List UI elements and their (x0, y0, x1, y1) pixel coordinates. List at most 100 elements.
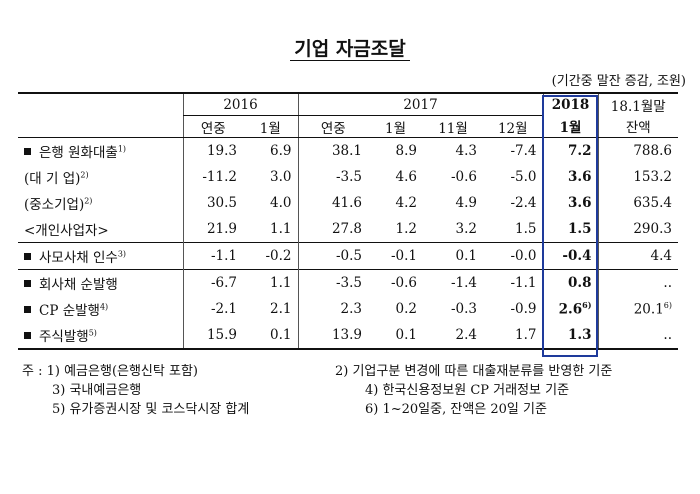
cell: -0.6 (450, 169, 477, 185)
column-header: 잔액 (597, 115, 678, 138)
bullet (24, 148, 31, 155)
cell: 4.4 (597, 242, 678, 270)
footnote-mark: 1) (117, 144, 127, 154)
row-label-text: 은행 원화대출 (39, 145, 118, 161)
column-header: 11월 (423, 115, 483, 138)
cell: 20.16) (597, 296, 678, 322)
cell-value: 20.1 (633, 301, 664, 318)
highlight-box (542, 95, 598, 357)
row-label-text: 사모사채 인수 (39, 250, 118, 266)
notes: 주 : 1) 예금은행(은행신탁 포함) 2) 기업구분 변경에 따른 대출재분류… (22, 362, 612, 419)
note-cell: 주 : 1) 예금은행(은행신탁 포함) (22, 362, 335, 381)
row-label-text: <개인사업자> (24, 223, 109, 239)
cell: 4.2 (395, 195, 417, 211)
table-row: 은행 원화대출1) 19.3 6.9 38.1 8.9 4.3 -7.4 7.2 788.6 (18, 137, 678, 164)
column-header: 연중 (182, 115, 243, 138)
cell: -11.2 (182, 164, 243, 190)
cell: -0.3 (450, 301, 477, 317)
cell: 635.4 (597, 190, 678, 216)
cell: 8.9 (395, 143, 417, 159)
cell: 2.1 (270, 301, 292, 317)
cell: -1.1 (483, 269, 543, 296)
bullet (24, 280, 31, 287)
note-row: 5) 유가증권시장 및 코스닥시장 합계 6) 1~20일중, 잔액은 20일 기… (22, 400, 612, 419)
cell: 4.9 (455, 195, 477, 211)
cell: 0.1 (243, 322, 298, 350)
note-item: 5) 유가증권시장 및 코스닥시장 합계 (52, 402, 250, 417)
row-label-text: (대 기 업) (24, 171, 81, 187)
year-header: 2016 (182, 92, 298, 116)
bullet (24, 253, 31, 260)
cell: 1.5 (515, 221, 537, 237)
cell: -3.5 (297, 269, 368, 296)
row-label-text: (중소기업) (24, 197, 85, 213)
year-header: 18.1월말 (597, 92, 678, 116)
cell: 290.3 (597, 216, 678, 243)
year-header: 2017 (297, 92, 543, 116)
note-item: 3) 국내예금은행 (52, 383, 142, 398)
cell: .. (597, 322, 678, 350)
cell: 3.2 (455, 221, 477, 237)
cell: -3.5 (297, 164, 368, 190)
row-label: 사모사채 인수3) (18, 242, 183, 270)
note-item: 6) 1~20일중, 잔액은 20일 기준 (365, 402, 547, 417)
bullet (24, 332, 31, 339)
cell: 6.9 (270, 143, 292, 159)
row-label: CP 순발행4) (18, 296, 183, 322)
cell: -1.4 (423, 269, 483, 296)
cell: 1.2 (395, 221, 417, 237)
cell: 19.3 (182, 137, 243, 164)
table-row: 회사채 순발행 -6.7 1.1 -3.5 -0.6 -1.4 -1.1 0.8.. (18, 269, 678, 296)
cell: 3.6 (542, 164, 598, 190)
table-row: 주식발행5) 15.9 0.1 13.9 0.1 2.4 1.7 1.3.. (18, 322, 678, 350)
cell: 1.5 (542, 216, 598, 243)
note-cell: 5) 유가증권시장 및 코스닥시장 합계 (22, 400, 365, 419)
cell: -0.1 (368, 242, 423, 270)
note-row: 주 : 1) 예금은행(은행신탁 포함) 2) 기업구분 변경에 따른 대출재분류… (22, 362, 612, 381)
footnote-mark: 2) (80, 170, 89, 180)
note-item: 2) 기업구분 변경에 따른 대출재분류를 반영한 기준 (335, 364, 613, 379)
table-row: 사모사채 인수3) -1.1 -0.2 -0.5 -0.1 0.1 -0.0 -0.4 4.4 (18, 242, 678, 270)
row-label: (대 기 업)2) (18, 164, 183, 190)
cell: 3.0 (270, 169, 292, 185)
table-row: CP 순발행4) -2.1 2.1 2.3 0.2 -0.3 -0.9 2.66) 20.16) (18, 296, 678, 322)
cell: -0.4 (542, 242, 598, 270)
bullet (24, 306, 31, 313)
note-item: 1) 예금은행(은행신탁 포함) (46, 364, 198, 379)
cell: 27.8 (297, 216, 368, 243)
row-label: 주식발행5) (18, 322, 183, 350)
cell: 0.8 (542, 269, 598, 296)
cell: -1.1 (182, 242, 243, 270)
row-label-text: CP 순발행 (39, 303, 100, 319)
cell: 41.6 (297, 190, 368, 216)
row-label-text: 주식발행 (39, 329, 89, 345)
title: 기업 자금조달 (0, 34, 700, 61)
cell: -2.1 (182, 296, 243, 322)
column-header: 연중 (297, 115, 368, 138)
row-label-text: 회사채 순발행 (39, 277, 118, 293)
note-item: 4) 한국신용정보원 CP 거래정보 기준 (365, 383, 570, 398)
footnote-mark: 4) (99, 302, 109, 312)
row-label: <개인사업자> (18, 216, 183, 243)
note-row: 3) 국내예금은행 4) 한국신용정보원 CP 거래정보 기준 (22, 381, 612, 400)
cell: 1.1 (270, 221, 292, 237)
cell: -5.0 (510, 169, 537, 185)
cell: 1.7 (483, 322, 543, 350)
cell: 1.1 (243, 269, 298, 296)
cell: 4.0 (270, 195, 292, 211)
cell: 4.3 (455, 143, 477, 159)
cell: 0.2 (395, 301, 417, 317)
column-header: 1월 (368, 115, 423, 138)
column-header: 1월 (542, 115, 598, 138)
cell: 38.1 (297, 137, 368, 164)
cell: 3.6 (542, 190, 598, 216)
cell: 788.6 (597, 137, 678, 164)
table-row: (대 기 업)2) -11.2 3.0 -3.5 4.6 -0.6 -5.0 3.6 153.2 (18, 164, 678, 190)
column-header: 1월 (243, 115, 298, 138)
table-row: <개인사업자> 21.9 1.1 27.8 1.2 3.2 1.5 1.5 290.3 (18, 216, 678, 243)
cell: -6.7 (182, 269, 243, 296)
cell: 13.9 (297, 322, 368, 350)
cell-value: 2.6 (558, 301, 583, 318)
cell: 2.4 (423, 322, 483, 350)
